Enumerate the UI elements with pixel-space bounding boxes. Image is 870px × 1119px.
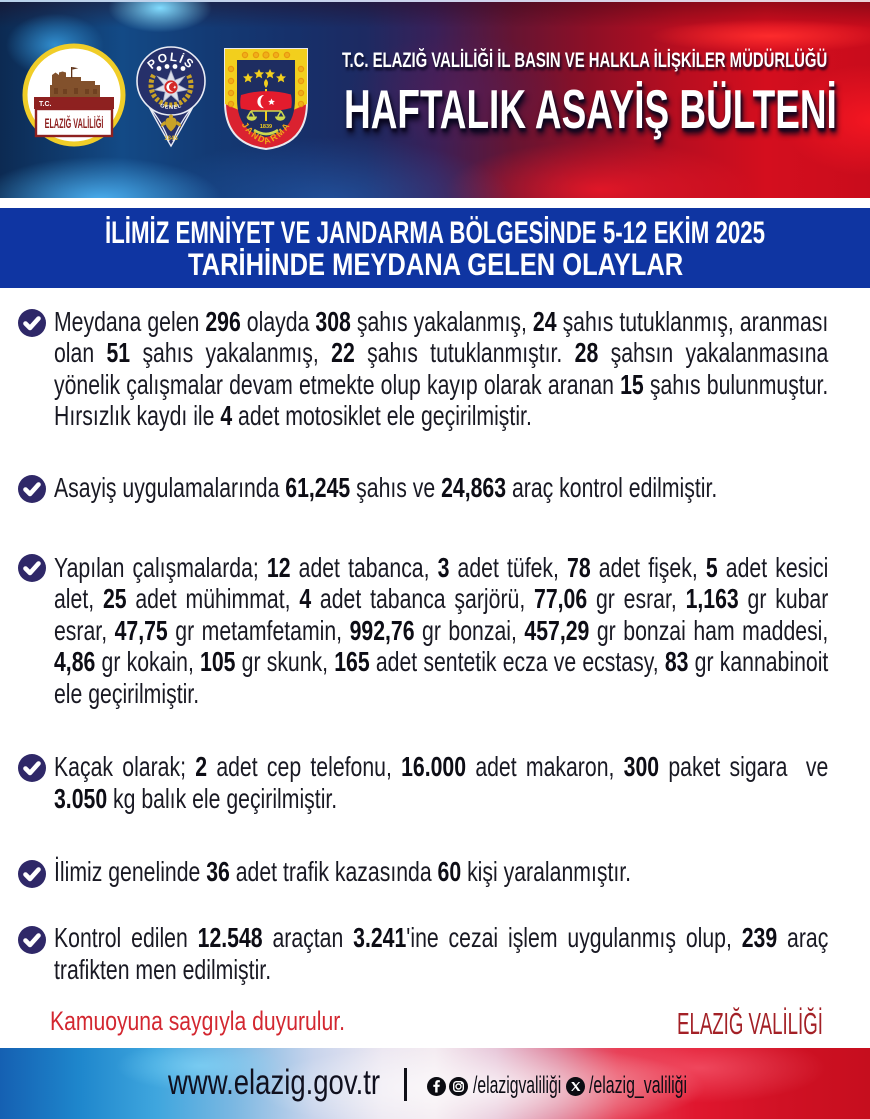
svg-text:GENEL: GENEL — [159, 103, 183, 111]
svg-text:1839: 1839 — [260, 124, 272, 130]
svg-text:ELAZIĞ VALİLİĞİ: ELAZIĞ VALİLİĞİ — [45, 115, 104, 131]
svg-text:T.C.: T.C. — [39, 101, 52, 108]
svg-text:1845: 1845 — [164, 136, 178, 142]
